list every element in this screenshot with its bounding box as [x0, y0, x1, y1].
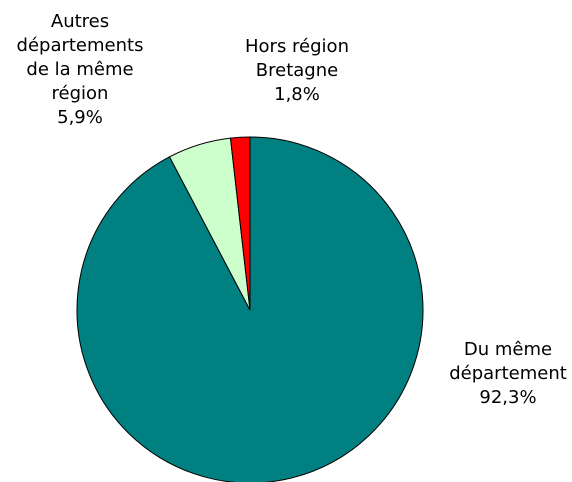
- slice-label: région: [52, 83, 109, 104]
- slice-label: Bretagne: [256, 60, 338, 81]
- slice-label: Hors région: [245, 36, 349, 57]
- slice-label: départements: [17, 35, 144, 56]
- slice-label: de la même: [26, 59, 133, 80]
- pie-slice: [229, 136, 251, 311]
- value-label: 5,9%: [57, 107, 103, 128]
- value-label: 92,3%: [479, 387, 536, 408]
- slice-label: département: [449, 363, 567, 384]
- value-label: 1,8%: [274, 84, 320, 105]
- slice-label: Du même: [464, 339, 552, 360]
- slice-label: Autres: [51, 11, 109, 32]
